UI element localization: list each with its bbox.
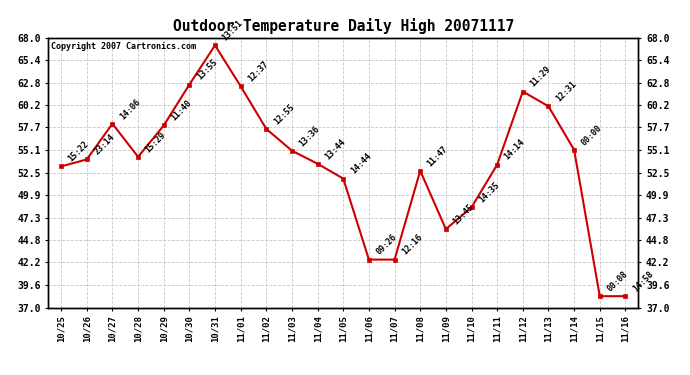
Title: Outdoor Temperature Daily High 20071117: Outdoor Temperature Daily High 20071117: [172, 18, 514, 33]
Text: 13:51: 13:51: [221, 18, 245, 42]
Text: 12:37: 12:37: [246, 60, 270, 84]
Text: 14:06: 14:06: [118, 97, 142, 121]
Text: 14:35: 14:35: [477, 180, 501, 204]
Text: 15:22: 15:22: [67, 140, 90, 164]
Text: 14:44: 14:44: [349, 152, 373, 176]
Text: 12:31: 12:31: [554, 80, 578, 104]
Text: 14:14: 14:14: [503, 138, 526, 162]
Text: 13:45: 13:45: [451, 202, 475, 226]
Text: 12:55: 12:55: [272, 102, 296, 126]
Text: 11:29: 11:29: [529, 64, 553, 89]
Text: 13:44: 13:44: [323, 137, 347, 161]
Text: 12:16: 12:16: [400, 233, 424, 257]
Text: 23:14: 23:14: [92, 133, 117, 157]
Text: 15:29: 15:29: [144, 130, 168, 154]
Text: 09:26: 09:26: [375, 233, 399, 257]
Text: Copyright 2007 Cartronics.com: Copyright 2007 Cartronics.com: [51, 42, 196, 51]
Text: 11:40: 11:40: [169, 99, 193, 123]
Text: 00:00: 00:00: [580, 123, 604, 147]
Text: 13:55: 13:55: [195, 58, 219, 82]
Text: 13:36: 13:36: [297, 124, 322, 148]
Text: 11:47: 11:47: [426, 144, 450, 168]
Text: 00:08: 00:08: [605, 269, 629, 293]
Text: 14:58: 14:58: [631, 269, 655, 293]
